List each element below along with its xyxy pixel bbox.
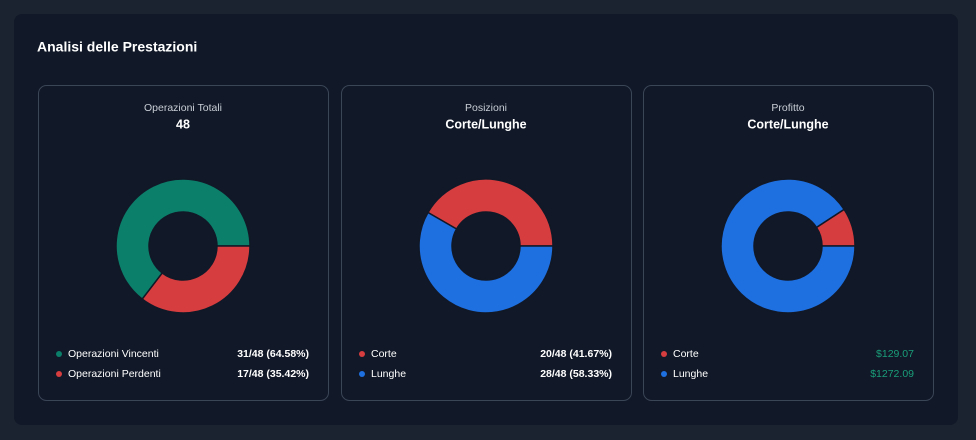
legend-label: Corte [673,348,699,360]
legend-label: Lunghe [371,368,406,380]
legend-marker [359,351,365,357]
panel-title: Analisi delle Prestazioni [37,39,197,55]
legend-value: $1272.09 [870,368,914,380]
legend-marker [661,371,667,377]
legend-label: Corte [371,348,397,360]
legend-value: 17/48 (35.42%) [237,368,309,380]
card-title: Corte/Lunghe [747,117,828,131]
legend-marker [661,351,667,357]
card-title: 48 [176,117,190,131]
card [643,85,934,401]
legend-value: $129.07 [876,348,914,360]
donut-slice [115,178,251,301]
card-heading: Operazioni Totali [144,102,222,114]
legend-value: 20/48 (41.67%) [540,348,612,360]
card-title: Corte/Lunghe [445,117,526,131]
legend-label: Operazioni Vincenti [68,348,159,360]
card-heading: Profitto [771,102,804,114]
legend-label: Lunghe [673,368,708,380]
legend-label: Operazioni Perdenti [68,368,161,380]
card [341,85,632,401]
donut-slice [720,178,856,314]
donut-slice [141,245,251,314]
donut-slice [426,178,554,247]
donut-slice [418,211,554,314]
card-heading: Posizioni [465,102,507,114]
panel [14,14,958,425]
legend-marker [359,371,365,377]
legend-marker [56,351,62,357]
legend-value: 31/48 (64.58%) [237,348,309,360]
card [38,85,329,401]
legend-value: 28/48 (58.33%) [540,368,612,380]
legend-marker [56,371,62,377]
